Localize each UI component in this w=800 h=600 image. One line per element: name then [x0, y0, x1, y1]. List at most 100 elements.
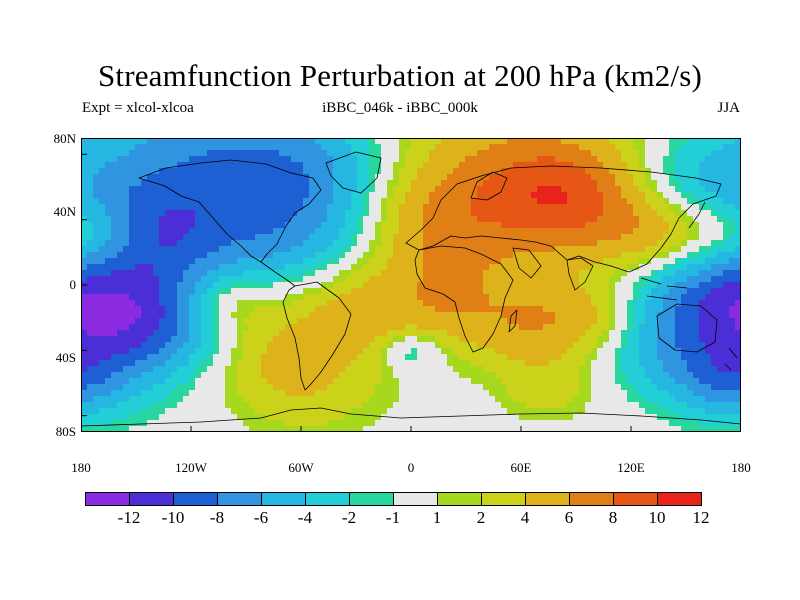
field-cell — [231, 192, 238, 199]
field-cell — [273, 378, 280, 385]
field-cell — [105, 372, 112, 379]
field-cell — [525, 240, 532, 247]
field-cell — [603, 204, 610, 211]
field-cell — [453, 234, 460, 241]
field-cell — [543, 270, 550, 277]
field-cell — [549, 282, 556, 289]
field-cell — [393, 174, 400, 181]
field-cell — [597, 144, 604, 151]
field-cell — [225, 204, 232, 211]
field-cell — [147, 282, 154, 289]
field-cell — [141, 210, 148, 217]
field-cell — [237, 234, 244, 241]
field-cell — [171, 288, 178, 295]
field-cell — [243, 192, 250, 199]
field-cell — [81, 360, 88, 367]
field-cell — [489, 144, 496, 151]
field-cell — [399, 210, 406, 217]
field-cell — [519, 150, 526, 157]
field-cell — [243, 174, 250, 181]
field-cell — [663, 264, 670, 271]
field-cell — [513, 234, 520, 241]
field-cell — [603, 180, 610, 187]
field-cell — [405, 360, 412, 367]
field-cell — [393, 312, 400, 319]
field-cell — [351, 366, 358, 373]
field-cell — [675, 192, 682, 199]
field-cell — [723, 174, 730, 181]
field-cell — [429, 324, 436, 331]
field-cell — [513, 186, 520, 193]
field-cell — [711, 324, 718, 331]
field-cell — [585, 252, 592, 259]
field-cell — [627, 300, 634, 307]
field-cell — [669, 168, 676, 175]
field-cell — [141, 288, 148, 295]
field-cell — [135, 360, 142, 367]
field-cell — [465, 228, 472, 235]
field-cell — [465, 222, 472, 229]
field-cell — [663, 174, 670, 181]
field-cell — [285, 186, 292, 193]
field-cell — [441, 330, 448, 337]
field-cell — [735, 276, 741, 283]
field-cell — [519, 144, 526, 151]
field-cell — [543, 396, 550, 403]
field-cell — [459, 342, 466, 349]
field-cell — [225, 372, 232, 379]
field-cell — [159, 150, 166, 157]
field-cell — [303, 306, 310, 313]
field-cell — [609, 372, 616, 379]
field-cell — [585, 216, 592, 223]
field-cell — [621, 270, 628, 277]
field-cell — [651, 360, 658, 367]
field-cell — [357, 318, 364, 325]
field-cell — [561, 366, 568, 373]
field-cell — [399, 168, 406, 175]
field-cell — [279, 396, 286, 403]
field-cell — [675, 252, 682, 259]
field-cell — [645, 162, 652, 169]
field-cell — [657, 156, 664, 163]
field-cell — [615, 264, 622, 271]
field-cell — [465, 156, 472, 163]
field-cell — [363, 306, 370, 313]
field-cell — [405, 306, 412, 313]
field-cell — [531, 192, 538, 199]
field-cell — [543, 282, 550, 289]
field-cell — [525, 336, 532, 343]
field-cell — [93, 162, 100, 169]
field-cell — [321, 390, 328, 397]
field-cell — [729, 366, 736, 373]
field-cell — [309, 156, 316, 163]
field-cell — [585, 324, 592, 331]
field-cell — [585, 396, 592, 403]
field-cell — [303, 402, 310, 409]
field-cell — [519, 288, 526, 295]
field-cell — [249, 264, 256, 271]
field-cell — [645, 270, 652, 277]
field-cell — [129, 234, 136, 241]
field-cell — [213, 408, 220, 415]
field-cell — [615, 348, 622, 355]
field-cell — [513, 300, 520, 307]
field-cell — [273, 210, 280, 217]
field-cell — [477, 234, 484, 241]
field-cell — [717, 396, 724, 403]
field-cell — [489, 366, 496, 373]
field-cell — [237, 300, 244, 307]
field-cell — [99, 300, 106, 307]
field-cell — [87, 384, 94, 391]
field-cell — [639, 240, 646, 247]
field-cell — [483, 324, 490, 331]
field-cell — [99, 204, 106, 211]
field-cell — [135, 162, 142, 169]
field-cell — [261, 168, 268, 175]
field-cell — [141, 192, 148, 199]
field-cell — [261, 138, 268, 145]
field-cell — [597, 372, 604, 379]
field-cell — [699, 288, 706, 295]
field-cell — [129, 342, 136, 349]
field-cell — [699, 384, 706, 391]
field-cell — [381, 270, 388, 277]
